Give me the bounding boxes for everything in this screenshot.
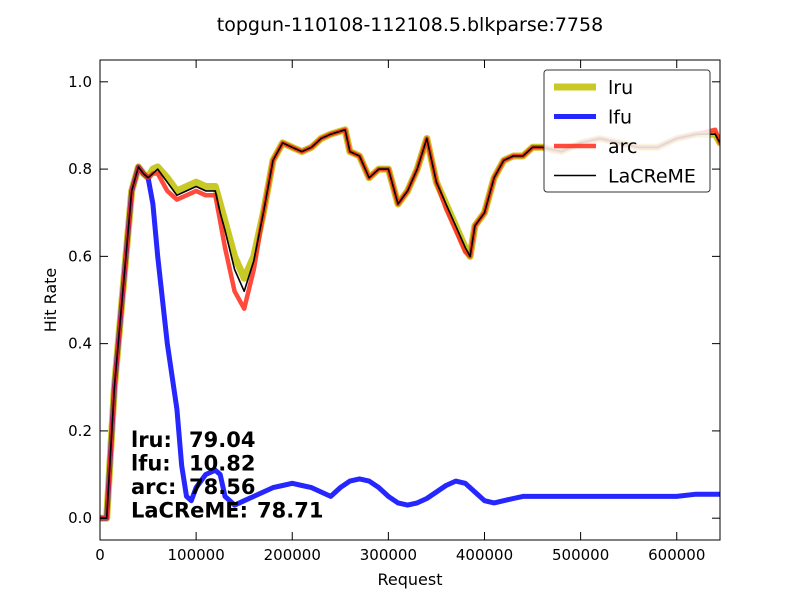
y-tick-label: 0.0 bbox=[68, 509, 92, 527]
annotation-label: lfu: bbox=[131, 452, 171, 476]
series-line-lacreme bbox=[100, 129, 720, 520]
annotation-value: 10.82 bbox=[189, 452, 255, 476]
y-tick-label: 0.8 bbox=[68, 160, 92, 178]
annotation-label: lru: bbox=[131, 428, 172, 452]
series-line-lfu bbox=[100, 164, 720, 521]
x-tick-label: 200000 bbox=[264, 546, 321, 564]
annotation-value: 78.71 bbox=[257, 499, 323, 523]
plot-frame bbox=[99, 59, 721, 541]
annotation-label: arc: bbox=[131, 475, 176, 499]
legend-label-lacreme: LaCReME bbox=[608, 166, 696, 188]
x-axis-label: Request bbox=[378, 570, 443, 589]
legend: lru lfu arc LaCReME bbox=[543, 69, 711, 193]
legend-label-lfu: lfu bbox=[608, 107, 632, 129]
y-axis-label: Hit Rate bbox=[41, 268, 60, 333]
annotation-value: 78.56 bbox=[189, 475, 255, 499]
chart-title: topgun-110108-112108.5.blkparse:7758 bbox=[217, 14, 603, 36]
y-tick-label: 0.2 bbox=[68, 422, 92, 440]
legend-label-arc: arc bbox=[608, 136, 637, 158]
annotation-label: LaCReME: bbox=[131, 499, 248, 523]
annotation-value: 79.04 bbox=[189, 428, 255, 452]
x-tick-label: 500000 bbox=[552, 546, 609, 564]
series-layer bbox=[100, 126, 720, 522]
x-tick-label: 400000 bbox=[456, 546, 513, 564]
x-tick-label: 0 bbox=[95, 546, 105, 564]
x-tick-labels: 0 100000 200000 300000 400000 500000 600000 bbox=[95, 546, 705, 564]
x-tick-label: 600000 bbox=[648, 546, 705, 564]
legend-box bbox=[543, 69, 711, 193]
y-tick-labels: 0.0 0.2 0.4 0.6 0.8 1.0 bbox=[68, 73, 92, 527]
x-tick-label: 100000 bbox=[167, 546, 224, 564]
y-tick-label: 0.6 bbox=[68, 247, 92, 265]
legend-label-lru: lru bbox=[608, 77, 633, 99]
y-tick-label: 0.4 bbox=[68, 335, 92, 353]
y-tick-label: 1.0 bbox=[68, 73, 92, 91]
x-tick-label: 300000 bbox=[360, 546, 417, 564]
